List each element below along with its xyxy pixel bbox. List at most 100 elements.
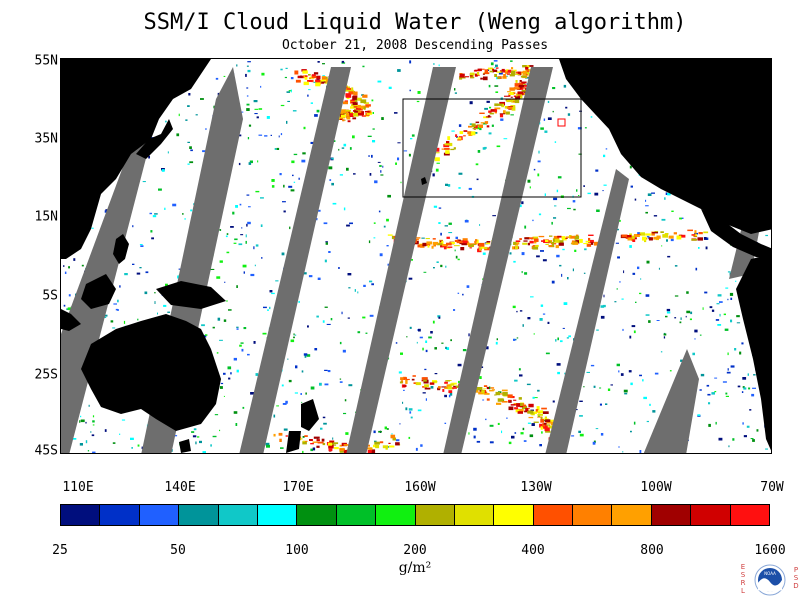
cloud-cell-high: [645, 233, 651, 235]
cloud-cell: [584, 248, 587, 250]
cloud-cell: [482, 400, 484, 401]
cloud-cell: [357, 291, 358, 293]
cloud-cell: [293, 110, 297, 111]
logo-letter: S: [793, 574, 799, 582]
cloud-cell: [604, 185, 607, 186]
cloud-cell: [546, 353, 550, 355]
cloud-cell: [282, 201, 286, 202]
cloud-cell: [521, 201, 523, 204]
cloud-cell-high: [516, 240, 521, 242]
cloud-cell: [637, 232, 640, 234]
cloud-cell: [714, 378, 717, 379]
cloud-cell: [113, 442, 116, 444]
cloud-cell: [248, 70, 251, 72]
cloud-cell: [287, 91, 291, 93]
cloud-cell-high: [632, 239, 635, 242]
cloud-cell: [652, 410, 655, 413]
cloud-cell-high: [279, 439, 282, 442]
cloud-cell: [459, 173, 463, 175]
cloud-cell: [562, 249, 564, 250]
cloud-cell-high: [493, 70, 497, 72]
cloud-cell: [140, 244, 143, 245]
cloud-cell-high: [470, 247, 472, 248]
cloud-cell: [680, 322, 682, 324]
cloud-cell: [346, 168, 349, 171]
cloud-cell: [622, 329, 623, 331]
cloud-cell-high: [279, 433, 283, 436]
cloud-cell: [445, 347, 447, 349]
cloud-cell: [105, 429, 107, 432]
colorbar-swatch: [691, 505, 730, 525]
cloud-cell-high: [506, 100, 511, 102]
cloud-cell: [681, 317, 682, 320]
cloud-cell: [410, 90, 411, 92]
cloud-cell: [556, 255, 559, 257]
cloud-cell-high: [354, 111, 358, 113]
cloud-cell: [216, 276, 220, 279]
cloud-cell: [617, 364, 620, 367]
cloud-cell: [234, 358, 237, 361]
cloud-cell-high: [340, 449, 346, 451]
cloud-cell: [215, 414, 218, 415]
cloud-cell: [338, 267, 340, 269]
cloud-cell-high: [669, 236, 674, 239]
cloud-cell: [456, 237, 459, 239]
cloud-cell: [719, 438, 723, 441]
cloud-cell-high: [494, 74, 497, 77]
cloud-cell: [624, 390, 628, 393]
cloud-cell: [112, 327, 115, 328]
cloud-cell: [420, 337, 423, 339]
cloud-cell-high: [296, 80, 301, 83]
cloud-cell-high: [518, 411, 523, 414]
cloud-cell-high: [405, 380, 407, 384]
cloud-cell: [119, 285, 120, 287]
cloud-cell: [495, 65, 498, 67]
colorbar-swatch: [455, 505, 494, 525]
cloud-cell: [190, 150, 193, 152]
cloud-cell: [629, 245, 632, 248]
cloud-cell: [130, 438, 134, 440]
cloud-cell: [535, 397, 538, 398]
cloud-cell-high: [537, 414, 543, 416]
cloud-cell: [487, 101, 490, 103]
cloud-cell: [117, 300, 119, 303]
cloud-cell: [596, 428, 599, 429]
cloud-cell: [350, 147, 352, 150]
cloud-cell: [299, 178, 300, 180]
cloud-cell: [424, 272, 427, 273]
cloud-cell: [514, 380, 518, 382]
cloud-cell: [243, 407, 245, 409]
cloud-cell: [236, 327, 238, 328]
cloud-cell: [601, 433, 603, 436]
cloud-cell: [434, 206, 437, 208]
cloud-cell: [373, 112, 374, 114]
cloud-cell: [372, 140, 375, 142]
cloud-cell: [246, 108, 250, 111]
cloud-cell: [344, 144, 347, 147]
cloud-cell: [416, 448, 418, 451]
cloud-cell-high: [497, 77, 500, 79]
cloud-cell: [616, 243, 619, 244]
cloud-cell-high: [698, 237, 704, 240]
cloud-cell: [498, 423, 500, 425]
cloud-cell: [519, 368, 521, 370]
cloud-cell-high: [316, 446, 319, 448]
colorbar-swatch: [494, 505, 533, 525]
cloud-cell: [241, 342, 244, 343]
cloud-cell-high: [508, 394, 513, 398]
cloud-cell: [196, 114, 198, 115]
cloud-cell-high: [490, 113, 494, 115]
cloud-cell: [690, 319, 692, 321]
cloud-cell: [537, 174, 539, 177]
cloud-cell: [254, 341, 256, 344]
cloud-cell: [741, 342, 743, 344]
cloud-cell: [567, 277, 569, 279]
cloud-cell: [538, 161, 541, 163]
cloud-cell-high: [360, 99, 366, 103]
cloud-cell: [243, 265, 247, 268]
cloud-cell: [425, 341, 427, 344]
cloud-cell: [291, 161, 294, 164]
cloud-cell: [319, 383, 322, 386]
cloud-cell: [224, 396, 225, 397]
cloud-cell-high: [534, 239, 539, 242]
